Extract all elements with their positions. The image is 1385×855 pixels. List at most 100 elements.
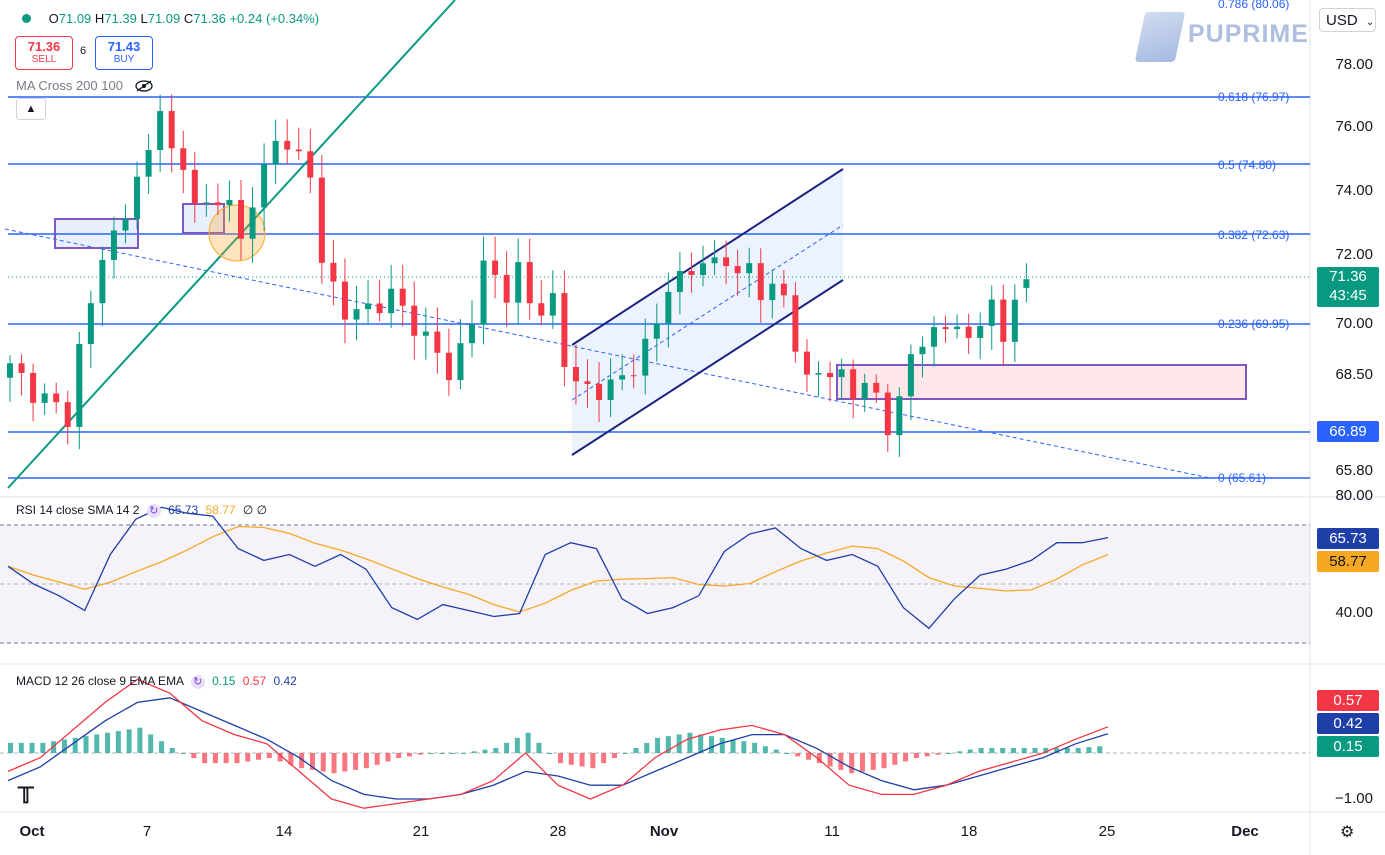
macd-hist-bar	[148, 734, 154, 753]
tradingview-logo-icon[interactable]: 𝕋	[18, 783, 34, 808]
candle-body	[445, 352, 452, 381]
candle-body	[792, 295, 799, 352]
candle-body	[907, 354, 914, 397]
macd-hist-bar	[633, 747, 639, 753]
null-icon: ∅	[256, 503, 268, 517]
macd-hist-bar	[396, 753, 402, 759]
macd-hist-bar	[1054, 747, 1060, 753]
currency-value: USD	[1326, 12, 1358, 29]
candle-body	[538, 303, 545, 316]
eye-hidden-icon[interactable]	[134, 80, 153, 95]
candle-body	[896, 396, 903, 436]
time-tick-nov: Nov	[649, 823, 679, 840]
macd-hist-bar	[590, 753, 596, 769]
macd-hist-bar	[622, 753, 628, 754]
macd-hist-bar	[320, 753, 326, 772]
candle-body	[977, 325, 984, 338]
candle-body	[226, 199, 233, 206]
candle-body	[411, 305, 418, 336]
candle-body	[214, 202, 221, 206]
change-value: +0.24 (+0.34%)	[229, 11, 320, 26]
low-value: 71.09	[147, 11, 181, 26]
candle-body	[1023, 279, 1030, 288]
rsi-legend[interactable]: RSI 14 close SMA 14 2 ↻ 65.73 58.77 ∅ ∅	[16, 503, 267, 518]
time-tick-21: 21	[412, 823, 430, 840]
ma-cross-legend[interactable]: MA Cross 200 100	[16, 78, 153, 95]
currency-select[interactable]: USD ⌄	[1319, 8, 1376, 32]
rsi-tick-80: 80.00	[1335, 487, 1373, 504]
macd-hist-bar	[493, 747, 499, 753]
macd-hist-bar	[202, 753, 208, 764]
cycle-icon[interactable]: ↻	[146, 504, 161, 518]
low-label: L	[140, 11, 148, 26]
macd-hist-bar	[18, 742, 24, 753]
cycle-icon[interactable]: ↻	[190, 675, 205, 689]
macd-hist-bar	[407, 753, 413, 757]
candle-body	[757, 263, 764, 301]
macd-hist-bar	[8, 742, 13, 753]
candle-body	[457, 343, 464, 381]
macd-hist-bar	[665, 736, 671, 753]
macd-hist-bar	[870, 753, 876, 770]
macd-hist-bar	[924, 753, 930, 757]
candle-body	[988, 299, 995, 326]
candle-body	[711, 257, 718, 264]
macd-hist-bar	[299, 753, 305, 769]
candle-body	[492, 260, 499, 275]
candle-body	[803, 351, 810, 375]
candle-body	[850, 369, 857, 400]
candle-body	[942, 327, 949, 330]
candle-body	[515, 262, 522, 303]
candle-body	[572, 367, 579, 382]
macd-line	[7, 678, 1109, 809]
fib-label-0786: 0.786 (80.06)	[1218, 0, 1290, 11]
candle-body	[931, 327, 937, 347]
macd-hist-bar	[1097, 746, 1103, 753]
candle-body	[780, 283, 787, 296]
candle-body	[261, 164, 268, 208]
null-icon: ∅	[242, 503, 254, 517]
macd-legend[interactable]: MACD 12 26 close 9 EMA EMA ↻ 0.15 0.57 0…	[16, 674, 297, 689]
macd-tick-neg1: −1.00	[1335, 790, 1373, 807]
macd-hist-bar	[655, 737, 661, 753]
candle-body	[469, 324, 475, 344]
macd-hist-bar	[903, 753, 909, 762]
collapse-legend-button[interactable]: ▲	[16, 98, 46, 120]
zone-rect	[836, 364, 1247, 400]
sell-button[interactable]: 71.36 SELL	[15, 36, 73, 70]
macd-hist-bar	[331, 753, 337, 774]
macd-hist-bar	[40, 742, 46, 753]
sell-price: 71.36	[27, 39, 61, 54]
macd-hist-bar	[61, 739, 67, 753]
candle-body	[99, 259, 106, 304]
candle-body	[87, 303, 94, 345]
candle-body	[341, 281, 348, 320]
settings-icon[interactable]: ⚙	[1340, 824, 1355, 841]
macd-hist-bar	[504, 742, 510, 753]
candle-body	[549, 293, 556, 316]
rsi-value: 65.73	[168, 503, 199, 517]
macd-hist-bar	[439, 753, 445, 754]
macd-hist-bar	[806, 753, 812, 760]
candle-body	[110, 230, 117, 260]
macd-hist-bar	[525, 732, 531, 753]
buy-price: 71.43	[107, 39, 141, 54]
brand-mark-icon	[1134, 12, 1186, 62]
macd-hist-bar	[1010, 747, 1016, 753]
macd-hist-bar	[266, 753, 272, 759]
price-tick-6580: 65.80	[1335, 462, 1373, 479]
macd-hist-bar	[277, 753, 283, 762]
candle-body	[526, 262, 533, 304]
price-tick-6850: 68.50	[1335, 366, 1373, 383]
channel-mid-line	[571, 224, 844, 401]
fib-label-0382: 0.382 (72.63)	[1218, 228, 1290, 242]
macd-hist-bar	[913, 753, 919, 759]
close-value: 71.36	[193, 11, 226, 26]
buy-button[interactable]: 71.43 BUY	[95, 36, 153, 70]
macd-hist-bar	[1000, 747, 1006, 753]
macd-hist-bar	[967, 749, 973, 753]
macd-hist-bar	[363, 753, 369, 769]
macd-hist-bar	[752, 742, 758, 753]
brand-name: PUPRIME	[1188, 20, 1309, 48]
